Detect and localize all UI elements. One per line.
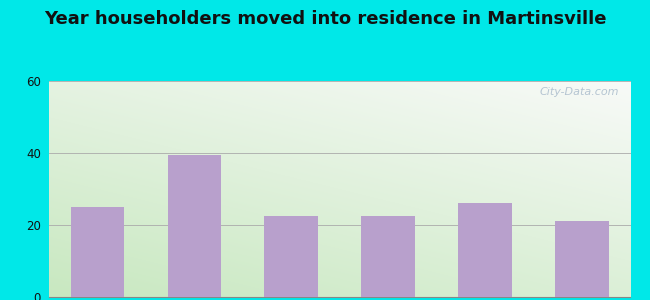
Text: Year householders moved into residence in Martinsville: Year householders moved into residence i… [44, 11, 606, 28]
Bar [265, 216, 318, 297]
Bar [361, 216, 415, 297]
Bar [458, 203, 512, 297]
Bar [71, 207, 124, 297]
Bar [555, 221, 608, 297]
Text: City-Data.com: City-Data.com [540, 88, 619, 98]
Bar [168, 155, 221, 297]
